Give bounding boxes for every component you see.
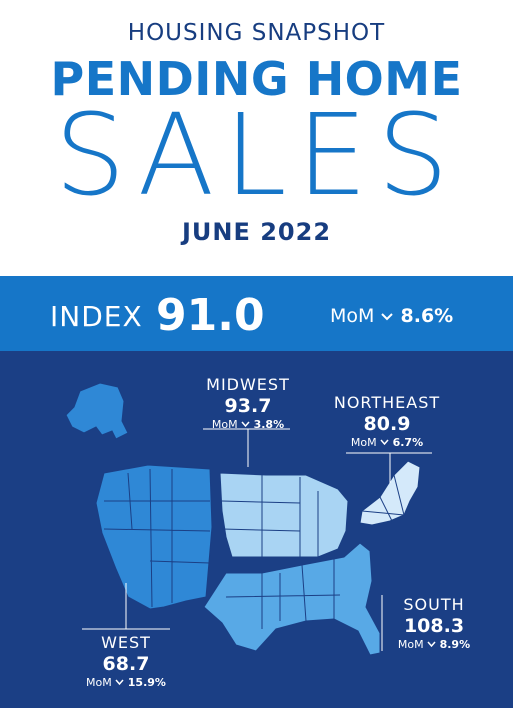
region-mom: MoM 8.9% xyxy=(384,638,484,651)
west-region-shape xyxy=(95,464,213,610)
region-mom-label: MoM xyxy=(397,638,424,651)
main-title-line1: PENDING HOME xyxy=(50,52,463,106)
index-value: 91.0 xyxy=(156,290,265,341)
region-mom-pct: 6.7% xyxy=(392,436,424,449)
us-map xyxy=(65,382,432,656)
alaska-shape xyxy=(65,382,129,440)
south-region-shape xyxy=(203,542,381,656)
region-south: SOUTH 108.3 MoM 8.9% xyxy=(384,595,484,651)
main-title-line2: SALES xyxy=(54,91,459,221)
region-mom-pct: 3.8% xyxy=(253,418,285,431)
region-mom-pct: 15.9% xyxy=(127,676,166,689)
region-mom: MoM 6.7% xyxy=(328,436,446,449)
region-mom-label: MoM xyxy=(86,676,112,689)
region-mom: MoM 15.9% xyxy=(76,676,176,689)
chevron-down-icon xyxy=(427,641,436,648)
map-panel: MIDWEST 93.7 MoM 3.8% NORTHEAST 80.9 MoM… xyxy=(0,351,513,708)
region-value: 68.7 xyxy=(102,653,150,675)
chevron-down-icon xyxy=(241,421,250,428)
chevron-down-icon xyxy=(380,439,389,446)
region-midwest: MIDWEST 93.7 MoM 3.8% xyxy=(198,375,298,431)
chevron-down-icon xyxy=(115,679,124,686)
region-west: WEST 68.7 MoM 15.9% xyxy=(76,633,176,689)
index-label: INDEX xyxy=(50,300,143,333)
index-mom: MoM 8.6% xyxy=(330,305,453,327)
region-value: 93.7 xyxy=(224,395,272,417)
region-mom-label: MoM xyxy=(211,418,238,431)
region-value: 108.3 xyxy=(403,615,465,637)
region-name: MIDWEST xyxy=(206,375,290,394)
region-mom-pct: 8.9% xyxy=(439,638,471,651)
region-northeast: NORTHEAST 80.9 MoM 6.7% xyxy=(328,393,446,449)
region-mom-label: MoM xyxy=(350,436,377,449)
index-mom-label: MoM xyxy=(330,305,375,327)
report-date: JUNE 2022 xyxy=(181,218,332,246)
index-bar: INDEX 91.0 MoM 8.6% xyxy=(0,276,513,351)
northeast-region-shape xyxy=(359,460,421,526)
region-name: SOUTH xyxy=(403,595,465,614)
kicker-title: HOUSING SNAPSHOT xyxy=(127,20,386,46)
region-name: WEST xyxy=(101,633,151,652)
index-mom-pct: 8.6% xyxy=(400,305,454,327)
chevron-down-icon xyxy=(381,313,394,321)
west-leader-line xyxy=(82,583,170,630)
region-mom: MoM 3.8% xyxy=(198,418,298,431)
header: HOUSING SNAPSHOT PENDING HOME SALES JUNE… xyxy=(0,0,513,276)
region-name: NORTHEAST xyxy=(333,393,441,412)
midwest-region-shape xyxy=(219,472,349,558)
midwest-leader-line xyxy=(203,428,290,467)
northeast-leader-line xyxy=(346,452,432,483)
region-value: 80.9 xyxy=(363,413,411,435)
